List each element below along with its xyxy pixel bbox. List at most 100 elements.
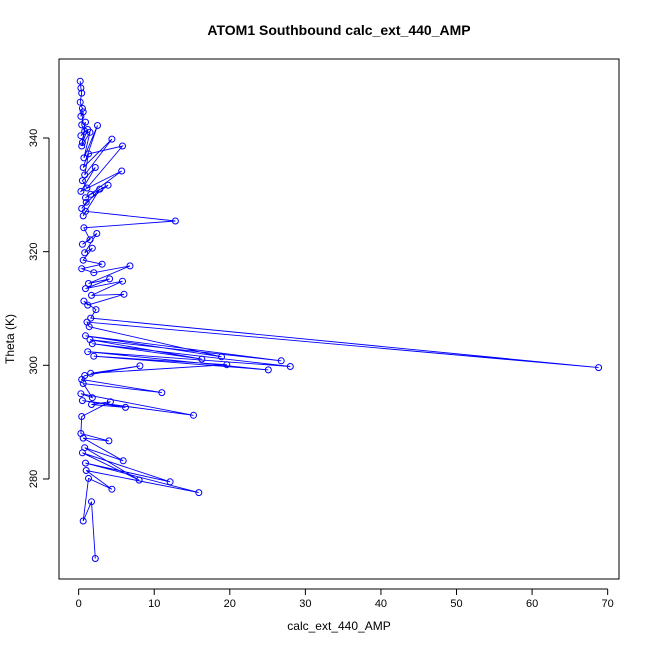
data-point: [78, 376, 86, 383]
x-tick-label: 60: [526, 598, 538, 610]
data-point: [76, 98, 84, 106]
data-point: [85, 323, 93, 331]
data-point: [277, 357, 285, 365]
data-point: [171, 217, 179, 225]
data-point: [83, 184, 91, 192]
axes: 0 10 20 30 40 50 60 70 280 300 320 340: [28, 129, 614, 610]
data-point: [78, 139, 86, 146]
data-point: [84, 348, 92, 356]
data-point: [286, 363, 294, 370]
data-point: [190, 411, 197, 419]
y-tick-label: 300: [28, 356, 40, 374]
data-point: [136, 362, 144, 370]
data-point: [92, 306, 100, 314]
data-point: [104, 181, 112, 189]
data-point: [88, 244, 96, 252]
data-point: [90, 269, 98, 277]
data-point: [88, 401, 95, 408]
data-point: [79, 256, 87, 264]
data-point: [158, 389, 166, 397]
data-point: [78, 177, 86, 185]
data-point: [93, 230, 101, 237]
data-point: [79, 164, 87, 171]
data-point: [87, 190, 95, 198]
data-point: [106, 275, 114, 283]
data-point: [78, 397, 86, 405]
data-point: [91, 555, 99, 562]
data-point: [88, 498, 95, 506]
data-point: [106, 398, 114, 406]
x-tick-label: 30: [299, 598, 311, 610]
data-point: [79, 108, 87, 116]
data-point: [82, 198, 90, 206]
data-point: [78, 413, 86, 420]
data-point: [120, 290, 128, 298]
data-point: [94, 122, 101, 129]
data-point: [108, 485, 116, 493]
data-point: [77, 84, 85, 92]
data-point: [122, 403, 129, 411]
data-point: [119, 457, 127, 465]
data-point: [85, 474, 92, 482]
data-point: [76, 77, 84, 85]
series-line: [79, 81, 599, 559]
x-tick-label: 40: [375, 598, 387, 610]
y-tick-label: 320: [28, 242, 40, 260]
data-point: [195, 489, 203, 497]
y-tick-label: 340: [28, 129, 40, 147]
data-point: [79, 434, 87, 442]
x-tick-label: 20: [224, 598, 236, 610]
data-point: [80, 224, 88, 232]
x-tick-label: 10: [148, 598, 160, 610]
data-point: [86, 336, 94, 344]
y-axis-label: Theta (K): [3, 314, 17, 364]
data-point: [78, 104, 86, 112]
data-point: [82, 194, 89, 202]
data-point: [82, 118, 89, 126]
data-point: [91, 164, 99, 171]
data-point: [82, 459, 89, 467]
plot-area: [76, 77, 603, 562]
x-tick-label: 70: [602, 598, 614, 610]
data-point: [96, 185, 104, 193]
data-point: [81, 171, 89, 179]
x-axis-label: calc_ext_440_AMP: [287, 619, 390, 633]
data-point: [80, 297, 88, 305]
data-point: [78, 89, 86, 97]
data-point: [78, 449, 86, 457]
y-tick-label: 280: [28, 470, 40, 488]
data-point: [79, 517, 87, 525]
data-point: [82, 207, 89, 215]
data-point: [85, 280, 92, 287]
data-point: [105, 437, 113, 445]
data-point: [82, 467, 90, 474]
data-point: [82, 332, 89, 340]
data-point: [119, 142, 126, 150]
data-point: [90, 352, 98, 360]
data-point: [80, 154, 88, 162]
data-point: [87, 314, 95, 322]
data-point: [135, 476, 143, 484]
data-point: [88, 340, 96, 348]
data-point: [223, 361, 231, 369]
data-point: [119, 277, 126, 285]
data-point: [77, 187, 85, 195]
chart-title: ATOM1 Southbound calc_ext_440_AMP: [207, 22, 470, 38]
data-point: [82, 285, 89, 293]
data-point: [79, 380, 87, 387]
data-point: [84, 301, 92, 309]
data-point: [166, 478, 174, 486]
x-tick-label: 50: [450, 598, 462, 610]
data-point: [77, 390, 85, 398]
data-point: [88, 394, 96, 402]
data-point: [595, 364, 603, 372]
data-point: [78, 142, 86, 150]
plot-frame: [58, 58, 620, 580]
data-point: [78, 265, 86, 273]
data-point: [87, 369, 95, 377]
x-tick-label: 0: [76, 598, 82, 610]
data-point: [78, 240, 86, 248]
data-point: [86, 128, 94, 136]
